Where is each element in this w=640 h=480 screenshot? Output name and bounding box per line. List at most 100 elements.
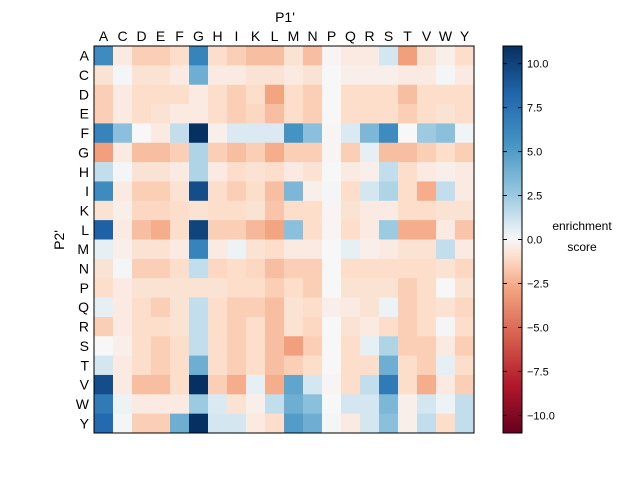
- heatmap-cell-S-M: [284, 336, 304, 356]
- heatmap-cell-H-I: [227, 162, 247, 182]
- colorbar-tick-label: −2.5: [527, 278, 549, 290]
- y-tick-label-H: H: [79, 164, 89, 180]
- heatmap-cell-R-P: [322, 316, 342, 337]
- y-tick-label-W: W: [76, 396, 90, 412]
- heatmap-cell-K-T: [398, 200, 418, 221]
- heatmap-cell-C-V: [417, 65, 437, 86]
- heatmap-cell-K-Y: [455, 200, 475, 221]
- heatmap-cell-H-Q: [341, 162, 361, 182]
- colorbar-tick-label: 2.5: [527, 191, 542, 203]
- heatmap-cell-V-D: [132, 374, 152, 395]
- heatmap-cell-Y-A: [94, 413, 114, 434]
- heatmap-cell-G-F: [170, 142, 190, 163]
- heatmap-cell-C-C: [113, 65, 133, 86]
- heatmap-cell-D-S: [379, 84, 399, 105]
- heatmap-cell-D-E: [151, 84, 171, 105]
- heatmap-cell-Y-D: [132, 413, 152, 434]
- heatmap-cell-R-D: [132, 316, 152, 337]
- y-tick-label-G: G: [78, 144, 89, 160]
- heatmap-cell-P-D: [132, 278, 152, 298]
- heatmap-cell-F-N: [303, 123, 323, 144]
- heatmap-cell-P-R: [360, 278, 380, 298]
- heatmap-cell-T-L: [265, 355, 285, 376]
- heatmap-cell-Y-Q: [341, 413, 361, 434]
- heatmap-cell-P-V: [417, 278, 437, 298]
- heatmap-cell-V-Y: [455, 374, 475, 395]
- heatmap-cell-W-L: [265, 394, 285, 415]
- heatmap-cell-H-M: [284, 162, 304, 182]
- heatmap-cell-I-A: [94, 181, 114, 202]
- heatmap-cell-L-Q: [341, 220, 361, 240]
- heatmap-cell-K-N: [303, 200, 323, 221]
- heatmap-cell-D-M: [284, 84, 304, 105]
- heatmap-cell-Q-A: [94, 297, 114, 318]
- heatmap-cell-W-F: [170, 394, 190, 415]
- heatmap-cell-H-V: [417, 162, 437, 182]
- x-tick-label-C: C: [117, 28, 127, 44]
- heatmap-cell-D-H: [208, 84, 228, 105]
- heatmap-cell-I-W: [436, 181, 456, 202]
- heatmap-cell-T-G: [189, 355, 209, 376]
- heatmap-cell-C-S: [379, 65, 399, 86]
- heatmap-cell-R-Y: [455, 316, 475, 337]
- heatmap-cell-E-E: [151, 104, 171, 124]
- heatmap-cell-C-L: [265, 65, 285, 86]
- colorbar-tick-label: −5.0: [527, 322, 549, 334]
- heatmap-cell-T-R: [360, 355, 380, 376]
- heatmap-cell-R-I: [227, 316, 247, 337]
- heatmap-cell-V-C: [113, 374, 133, 395]
- heatmap-cell-A-H: [208, 46, 228, 66]
- y-tick-label-P: P: [80, 280, 89, 296]
- heatmap-cell-S-W: [436, 336, 456, 356]
- heatmap-cell-D-T: [398, 84, 418, 105]
- heatmap-cell-T-F: [170, 355, 190, 376]
- heatmap-cell-G-C: [113, 142, 133, 163]
- heatmap-cell-L-T: [398, 220, 418, 240]
- heatmap-cell-P-E: [151, 278, 171, 298]
- heatmap-cell-T-Q: [341, 355, 361, 376]
- heatmap-cell-M-M: [284, 239, 304, 260]
- heatmap-cell-P-H: [208, 278, 228, 298]
- heatmap-cell-D-W: [436, 84, 456, 105]
- heatmap-cell-D-Y: [455, 84, 475, 105]
- heatmap-cell-C-M: [284, 65, 304, 86]
- heatmap-cell-L-Y: [455, 220, 475, 240]
- heatmap-cell-Y-C: [113, 413, 133, 434]
- heatmap-cell-L-H: [208, 220, 228, 240]
- heatmap-cell-Q-S: [379, 297, 399, 318]
- heatmap-cell-T-E: [151, 355, 171, 376]
- heatmap-cell-V-S: [379, 374, 399, 395]
- heatmap-cell-G-E: [151, 142, 171, 163]
- heatmap-cell-Q-C: [113, 297, 133, 318]
- heatmap-cell-Q-L: [265, 297, 285, 318]
- heatmap-cell-E-D: [132, 104, 152, 124]
- heatmap-cell-K-C: [113, 200, 133, 221]
- x-tick-label-T: T: [403, 28, 412, 44]
- heatmap-cell-C-I: [227, 65, 247, 86]
- heatmap-cell-A-L: [265, 46, 285, 66]
- heatmap-cell-C-H: [208, 65, 228, 86]
- heatmap-cell-M-S: [379, 239, 399, 260]
- heatmap-cell-Y-N: [303, 413, 323, 434]
- heatmap-cell-D-C: [113, 84, 133, 105]
- heatmap-cell-T-V: [417, 355, 437, 376]
- heatmap-cell-S-I: [227, 336, 247, 356]
- heatmap-cell-G-W: [436, 142, 456, 163]
- heatmap-cell-L-M: [284, 220, 304, 240]
- heatmap-cell-S-T: [398, 336, 418, 356]
- heatmap-cell-P-N: [303, 278, 323, 298]
- heatmap-cell-N-F: [170, 258, 190, 279]
- heatmap-cell-P-Q: [341, 278, 361, 298]
- x-tick-label-E: E: [156, 28, 165, 44]
- colorbar-tick-label: 0.0: [527, 235, 542, 247]
- heatmap-cell-K-F: [170, 200, 190, 221]
- heatmap-cell-F-K: [246, 123, 266, 144]
- heatmap-cell-K-E: [151, 200, 171, 221]
- heatmap-cell-E-Y: [455, 104, 475, 124]
- heatmap-cell-V-H: [208, 374, 228, 395]
- heatmap-cell-M-E: [151, 239, 171, 260]
- heatmap-cell-D-F: [170, 84, 190, 105]
- heatmap-cell-E-T: [398, 104, 418, 124]
- heatmap-cell-N-C: [113, 258, 133, 279]
- heatmap-cell-R-N: [303, 316, 323, 337]
